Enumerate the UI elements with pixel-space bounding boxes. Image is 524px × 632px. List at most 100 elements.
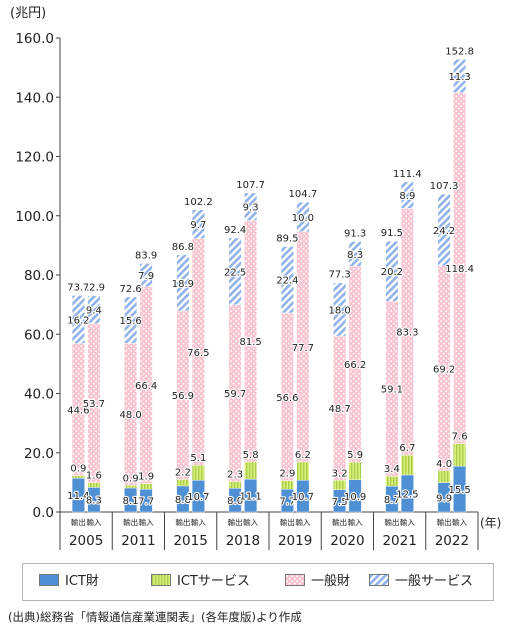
legend-item-ict-goods: ICT財 [39,574,99,590]
data-label: 66.2 [344,360,366,371]
data-label: 2.9 [279,469,295,480]
data-label: 7.7 [138,497,154,508]
data-label: 8.3 [347,250,363,261]
x-bar-label: 輸出 [437,517,452,527]
data-label: 69.2 [433,364,455,375]
legend-item-general-services: 一般サービス [369,574,473,590]
bar-segment-general-services [139,263,153,288]
legend-label: ICT財 [65,574,99,589]
data-label: 11.4 [67,491,89,502]
bar-segment-general-services [333,282,347,337]
legend-label: 一般サービス [395,574,474,589]
x-bar-label: 輸出 [71,517,86,527]
data-label: 9.7 [190,220,206,231]
data-label: 53.7 [83,399,105,410]
data-label: 73.1 [67,282,89,293]
data-label: 91.3 [344,229,366,240]
y-tick-label: 20.0 [24,446,54,462]
data-label: 59.7 [224,389,246,400]
source-note: (出典)総務省「情報通信産業連関表」(各年度版)より作成 [8,610,302,624]
bars [71,59,467,513]
bar-segment-general-services [437,193,451,267]
data-label: 10.7 [292,492,314,503]
data-label: 104.7 [289,189,318,200]
x-year-label: 2021 [382,533,416,549]
data-label: 7.6 [452,432,468,443]
data-label: 8.9 [399,191,415,202]
x-bar-label: 輸出 [228,517,243,527]
x-bar-label: 輸出 [280,517,295,527]
data-label: 10.7 [187,492,209,503]
legend-swatch-ict-goods [39,574,59,586]
data-label: 56.6 [276,393,298,404]
data-label: 89.5 [276,234,298,245]
data-label: 8.3 [86,496,102,507]
data-label: 83.9 [135,250,157,261]
y-tick-label: 60.0 [24,327,54,343]
data-label: 11.1 [239,492,261,503]
legend-swatch-ict-services [151,574,171,586]
legend-swatch-general-goods [285,574,305,586]
x-year-label: 2011 [121,533,155,549]
legend-item-ict-services: ICTサービス [151,574,250,590]
data-label: 3.4 [384,464,400,475]
bar-segment-ict-services [191,464,205,481]
x-bar-label: 輸入 [295,517,310,527]
data-label: 0.9 [70,464,86,475]
x-year-label: 2022 [435,533,469,549]
bar-segment-ict-services [139,483,153,490]
bar-segment-ict-services [333,480,347,490]
bar-segment-ict-services [385,475,399,487]
data-label: 72.9 [83,283,105,294]
data-label: 6.2 [295,450,311,461]
data-label: 59.1 [381,385,403,396]
bar-segment-general-services [244,192,258,221]
data-label: 18.0 [328,305,350,316]
bar-segment-general-services [280,246,294,314]
bar-segment-general-services [400,181,414,209]
data-label: 9.4 [86,306,102,317]
data-label: 102.2 [184,197,213,208]
data-label: 111.4 [393,169,422,180]
bar-segment-general-services [453,59,467,94]
data-label: 0.9 [123,473,139,484]
data-label: 81.5 [239,337,261,348]
bar-segment-general-services [87,295,101,324]
x-unit-label: (年) [480,516,501,530]
y-unit-label: (兆円) [10,6,46,21]
bar-segment-general-services [228,237,242,305]
x-bar-label: 輸入 [452,517,467,527]
data-label: 83.3 [396,328,418,339]
data-label: 7.9 [138,271,154,282]
x-bar-label: 輸出 [332,517,347,527]
bar-segment-ict-services [296,461,310,481]
axes: (兆円) (年) 0.0 20.0 40.0 60.0 80.0 100.0 120.0 140.… [10,6,501,550]
y-tick-label: 40.0 [24,387,54,403]
data-label: 86.8 [172,242,194,253]
data-label: 91.5 [381,228,403,239]
bar-segment-ict-services [176,479,190,487]
data-label: 8.8 [175,495,191,506]
bar-segment-ict-services [280,480,294,490]
y-tick-label: 100.0 [15,209,54,225]
data-label: 107.3 [430,181,459,192]
data-label: 22.5 [224,267,246,278]
data-label: 24.2 [433,226,455,237]
x-bar-label: 輸入 [348,517,363,527]
x-bar-label: 輸入 [86,517,101,527]
bar-segment-ict-services [124,485,138,489]
data-label: 7.7 [279,497,295,508]
data-label: 9.9 [436,493,452,504]
data-label: 2.3 [227,469,243,480]
data-label: 8.0 [227,496,243,507]
legend-item-general-goods: 一般財 [285,574,350,590]
bar-segment-general-services [71,295,85,344]
data-label: 48.0 [119,410,141,421]
data-label: 118.4 [445,264,474,275]
bar-segment-general-services [191,209,205,239]
data-label: 8.7 [384,495,400,506]
x-bar-label: 輸入 [191,517,206,527]
bar-segment-ict-services [87,482,101,488]
bar-segment-ict-services [71,475,85,479]
